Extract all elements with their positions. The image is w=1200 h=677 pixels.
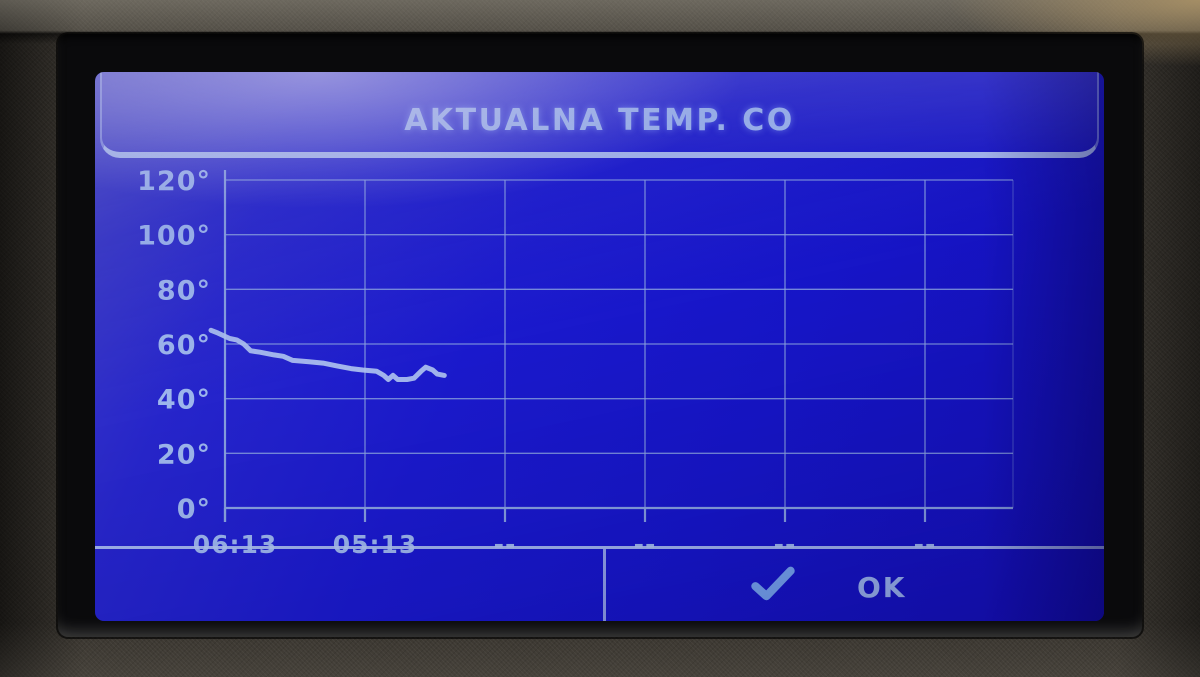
y-axis-label: 100° <box>137 221 211 252</box>
y-axis-label: 120° <box>137 166 211 197</box>
temp-series-line <box>208 327 447 382</box>
footer-bar: OK <box>95 546 1104 621</box>
check-icon[interactable] <box>751 565 795 603</box>
title-bar: AKTUALNA TEMP. CO <box>100 72 1099 158</box>
device-bezel: 120° 100° 80° 60° 40° 20° 0° 06:13 05:13 -- -- -- --… <box>58 34 1142 637</box>
y-axis-label: 20° <box>157 439 211 470</box>
y-axis-label: 0° <box>177 494 211 525</box>
y-axis-label: 60° <box>157 330 211 361</box>
ok-label[interactable]: OK <box>857 571 907 604</box>
ok-button[interactable]: OK <box>605 549 1104 621</box>
y-axis-label: 40° <box>157 385 211 416</box>
lcd-screen: 120° 100° 80° 60° 40° 20° 0° 06:13 05:13 -- -- -- --… <box>95 72 1104 621</box>
y-axis-label: 80° <box>157 275 211 306</box>
page-title: AKTUALNA TEMP. CO <box>404 103 795 138</box>
